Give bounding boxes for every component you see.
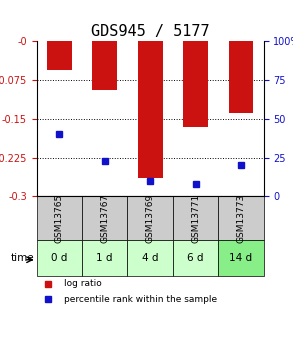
Text: 0 d: 0 d: [51, 253, 67, 263]
Text: GSM13765: GSM13765: [55, 194, 64, 243]
Text: time: time: [11, 253, 34, 263]
FancyBboxPatch shape: [37, 196, 82, 240]
Bar: [183, 41, 208, 127]
FancyBboxPatch shape: [127, 196, 173, 240]
FancyBboxPatch shape: [82, 196, 127, 240]
FancyBboxPatch shape: [82, 240, 127, 276]
Text: GSM13769: GSM13769: [146, 194, 155, 243]
Text: GSM13773: GSM13773: [236, 194, 246, 243]
Text: log ratio: log ratio: [64, 279, 102, 288]
Text: 6 d: 6 d: [187, 253, 204, 263]
Text: GSM13771: GSM13771: [191, 194, 200, 243]
Text: 4 d: 4 d: [142, 253, 159, 263]
Text: 14 d: 14 d: [229, 253, 253, 263]
Text: GSM13767: GSM13767: [100, 194, 109, 243]
FancyBboxPatch shape: [127, 240, 173, 276]
FancyBboxPatch shape: [37, 240, 82, 276]
Bar: [47, 41, 72, 70]
FancyBboxPatch shape: [218, 240, 264, 276]
FancyBboxPatch shape: [173, 240, 218, 276]
Text: percentile rank within the sample: percentile rank within the sample: [64, 295, 217, 304]
Bar: [138, 41, 163, 178]
FancyBboxPatch shape: [218, 196, 264, 240]
Text: 1 d: 1 d: [96, 253, 113, 263]
Bar: [92, 41, 117, 90]
FancyBboxPatch shape: [173, 196, 218, 240]
Title: GDS945 / 5177: GDS945 / 5177: [91, 24, 209, 39]
Bar: [229, 41, 253, 113]
